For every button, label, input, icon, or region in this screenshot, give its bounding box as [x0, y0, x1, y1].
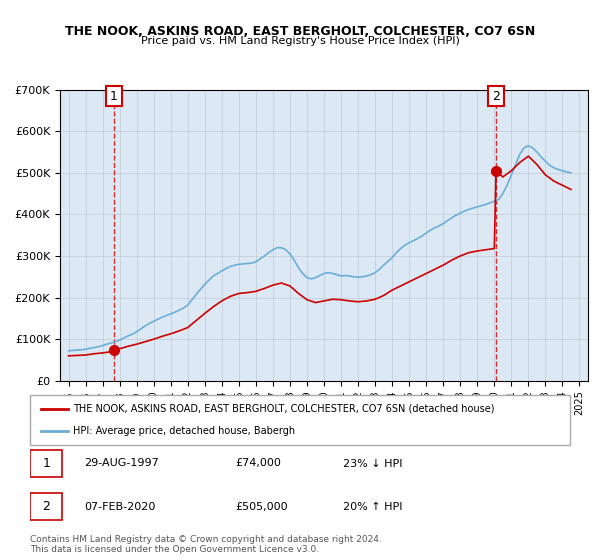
- Text: 2: 2: [42, 500, 50, 513]
- Text: 20% ↑ HPI: 20% ↑ HPI: [343, 502, 403, 512]
- Text: 23% ↓ HPI: 23% ↓ HPI: [343, 459, 403, 469]
- Text: Price paid vs. HM Land Registry's House Price Index (HPI): Price paid vs. HM Land Registry's House …: [140, 36, 460, 46]
- Text: THE NOOK, ASKINS ROAD, EAST BERGHOLT, COLCHESTER, CO7 6SN: THE NOOK, ASKINS ROAD, EAST BERGHOLT, CO…: [65, 25, 535, 38]
- Text: Contains HM Land Registry data © Crown copyright and database right 2024.
This d: Contains HM Land Registry data © Crown c…: [30, 535, 382, 554]
- Text: HPI: Average price, detached house, Babergh: HPI: Average price, detached house, Babe…: [73, 426, 295, 436]
- Text: £74,000: £74,000: [235, 459, 281, 469]
- Text: 29-AUG-1997: 29-AUG-1997: [84, 459, 159, 469]
- FancyBboxPatch shape: [30, 450, 62, 477]
- Text: £505,000: £505,000: [235, 502, 288, 512]
- Text: 2: 2: [492, 90, 500, 102]
- Text: 1: 1: [110, 90, 118, 102]
- FancyBboxPatch shape: [30, 493, 62, 520]
- Text: THE NOOK, ASKINS ROAD, EAST BERGHOLT, COLCHESTER, CO7 6SN (detached house): THE NOOK, ASKINS ROAD, EAST BERGHOLT, CO…: [73, 404, 494, 414]
- FancyBboxPatch shape: [30, 395, 570, 445]
- Text: 1: 1: [42, 457, 50, 470]
- Text: 07-FEB-2020: 07-FEB-2020: [84, 502, 155, 512]
